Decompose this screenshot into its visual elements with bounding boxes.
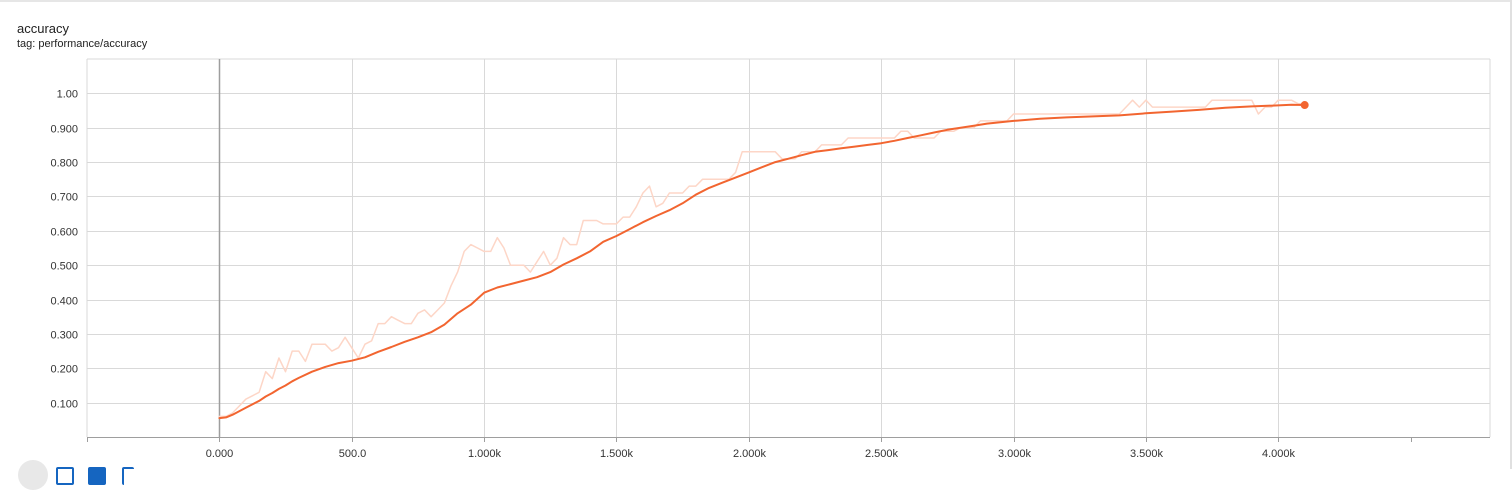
- y-tick-labels: 0.100 0.200 0.300 0.400 0.500 0.600 0.700 0.800…: [50, 89, 78, 411]
- chart-lines: [218, 99, 1309, 420]
- x-tick-label: 0.000: [206, 448, 234, 460]
- x-tick-label: 2.000k: [733, 448, 767, 460]
- y-tick-label: 0.600: [50, 227, 78, 239]
- card-top-border: [0, 0, 1512, 2]
- y-tick-label: 0.700: [50, 192, 78, 204]
- y-tick-label: 0.300: [50, 330, 78, 342]
- y-tick-label: 1.00: [57, 89, 78, 101]
- expand-chart-button[interactable]: [88, 467, 106, 485]
- y-tick-label: 0.400: [50, 296, 78, 308]
- accuracy-chart: 0.100 0.200 0.300 0.400 0.500 0.600 0.700 0.800…: [50, 58, 1491, 460]
- x-tick-label: 3.500k: [1130, 448, 1164, 460]
- chart-tag: tag: performance/accuracy: [17, 38, 148, 50]
- x-tick-label: 2.500k: [865, 448, 899, 460]
- x-tick-label: 3.000k: [998, 448, 1032, 460]
- x-tick-labels: 0.000 500.0 1.000k 1.500k 2.000k 2.500k 3.000k…: [206, 448, 1296, 460]
- y-tick-label: 0.100: [50, 399, 78, 411]
- download-data-button[interactable]: [122, 467, 134, 485]
- smoothed-accuracy-line: [218, 103, 1306, 420]
- card-right-border: [1510, 0, 1512, 469]
- y-tick-label: 0.900: [50, 124, 78, 136]
- y-tick-label: 0.800: [50, 158, 78, 170]
- x-tick-label: 1.000k: [468, 448, 502, 460]
- last-point-marker[interactable]: [1300, 101, 1309, 110]
- toggle-log-scale-button[interactable]: [56, 467, 74, 485]
- fit-domain-button[interactable]: [18, 460, 48, 490]
- y-tick-label: 0.200: [50, 364, 78, 376]
- x-tick-label: 4.000k: [1262, 448, 1296, 460]
- x-tick-label: 1.500k: [600, 448, 634, 460]
- y-tick-label: 0.500: [50, 261, 78, 273]
- chart-axes: [87, 437, 1490, 442]
- chart-title: accuracy: [17, 21, 70, 36]
- x-tick-label: 500.0: [339, 448, 367, 460]
- chart-grid: [86, 58, 1491, 437]
